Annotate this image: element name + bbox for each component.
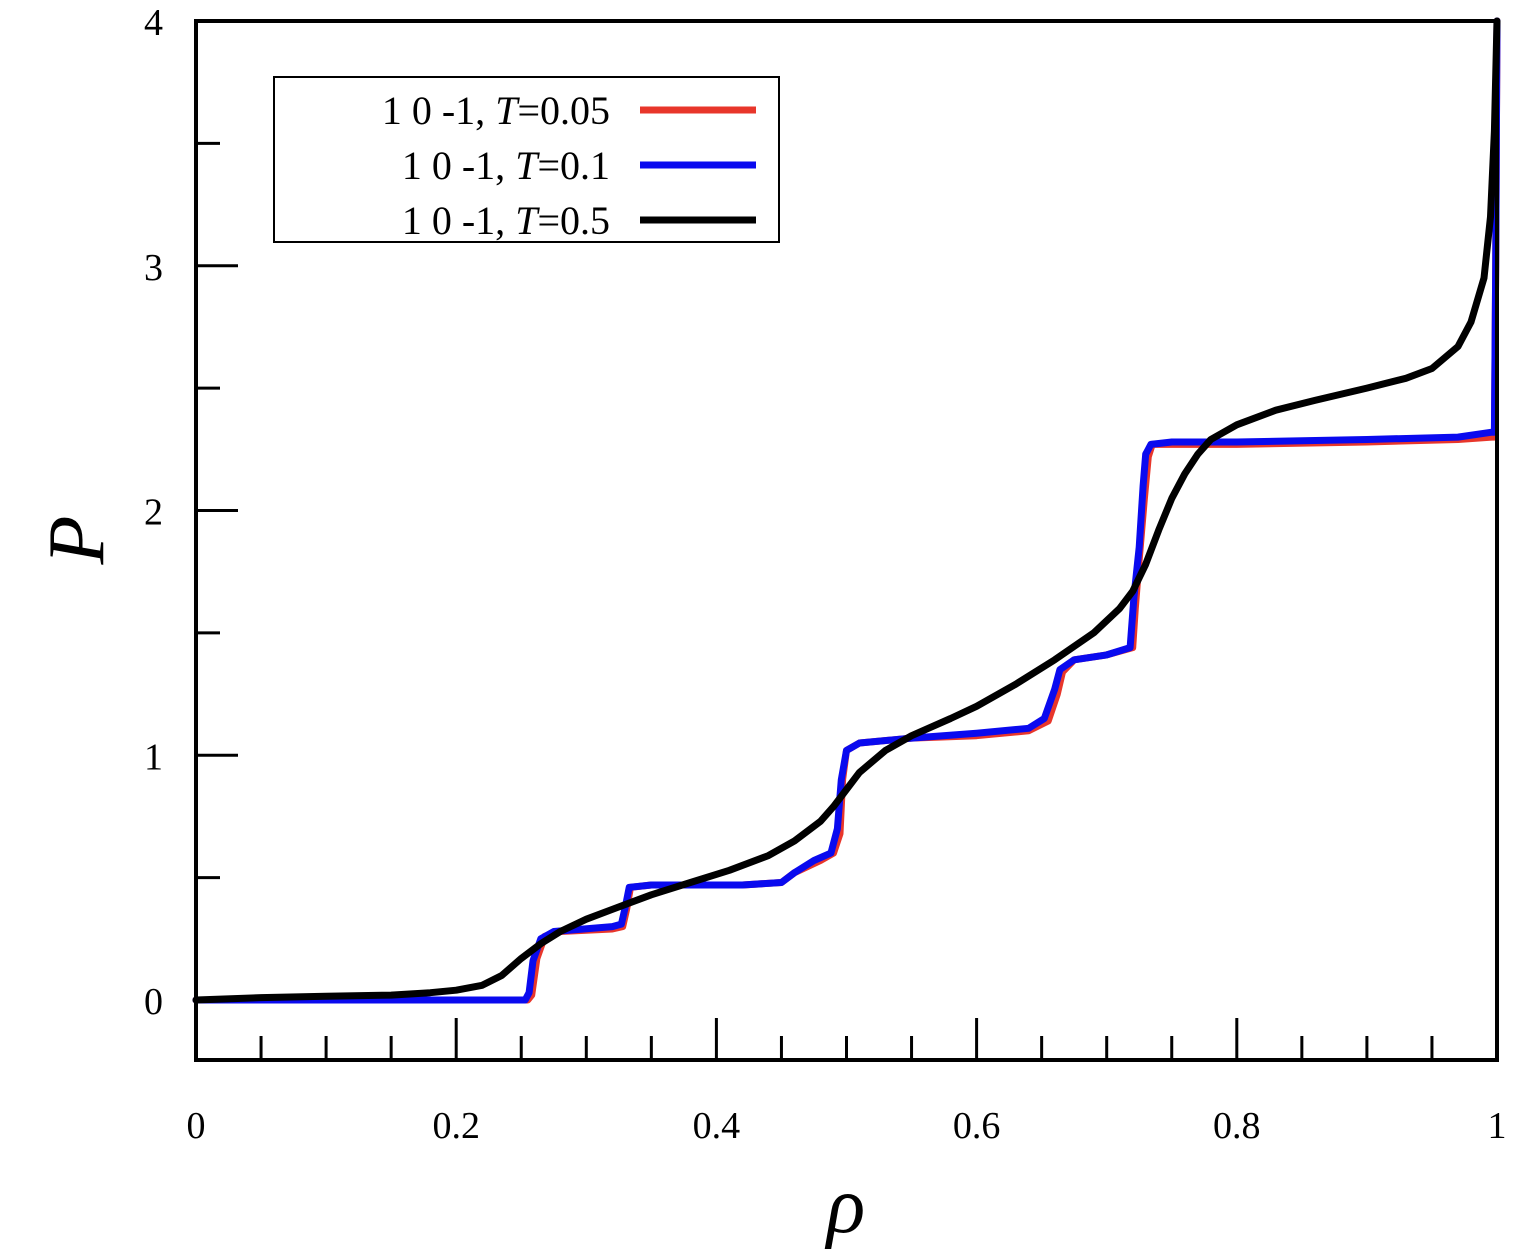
legend-box bbox=[273, 76, 780, 243]
legend-label-3: 1 0 -1, T=0.5 bbox=[402, 198, 610, 243]
legend-label-2: 1 0 -1, T=0.1 bbox=[402, 143, 610, 188]
legend-label-1: 1 0 -1, T=0.05 bbox=[382, 88, 610, 133]
x-tick-label: 0 bbox=[187, 1105, 206, 1147]
x-tick-label: 0.4 bbox=[693, 1105, 741, 1147]
y-tick-label: 1 bbox=[144, 736, 163, 778]
y-axis-title: P bbox=[33, 516, 121, 566]
x-tick-label: 0.8 bbox=[1213, 1105, 1261, 1147]
y-tick-label: 2 bbox=[144, 492, 163, 534]
ticks-layer bbox=[194, 19, 1499, 1060]
x-tick-label: 1 bbox=[1488, 1105, 1507, 1147]
legend-entries: 1 0 -1, T=0.05 1 0 -1, T=0.1 1 0 -1, T=0.5 bbox=[382, 88, 756, 243]
x-tick-label: 0.2 bbox=[432, 1105, 480, 1147]
x-tick-label: 0.6 bbox=[953, 1105, 1001, 1147]
legend: 1 0 -1, T=0.05 1 0 -1, T=0.1 1 0 -1, T=0.5 bbox=[273, 76, 780, 243]
series-line-3 bbox=[192, 17, 1501, 1004]
y-tick-label: 0 bbox=[144, 981, 163, 1023]
tick-labels: 0 0.2 0.4 0.6 0.8 1 0 1 2 3 4 bbox=[144, 2, 1507, 1147]
y-tick-label: 3 bbox=[144, 247, 163, 289]
series-layer bbox=[192, 17, 1501, 1004]
y-tick-label: 4 bbox=[144, 2, 163, 44]
x-axis-title: ρ bbox=[824, 1162, 865, 1250]
